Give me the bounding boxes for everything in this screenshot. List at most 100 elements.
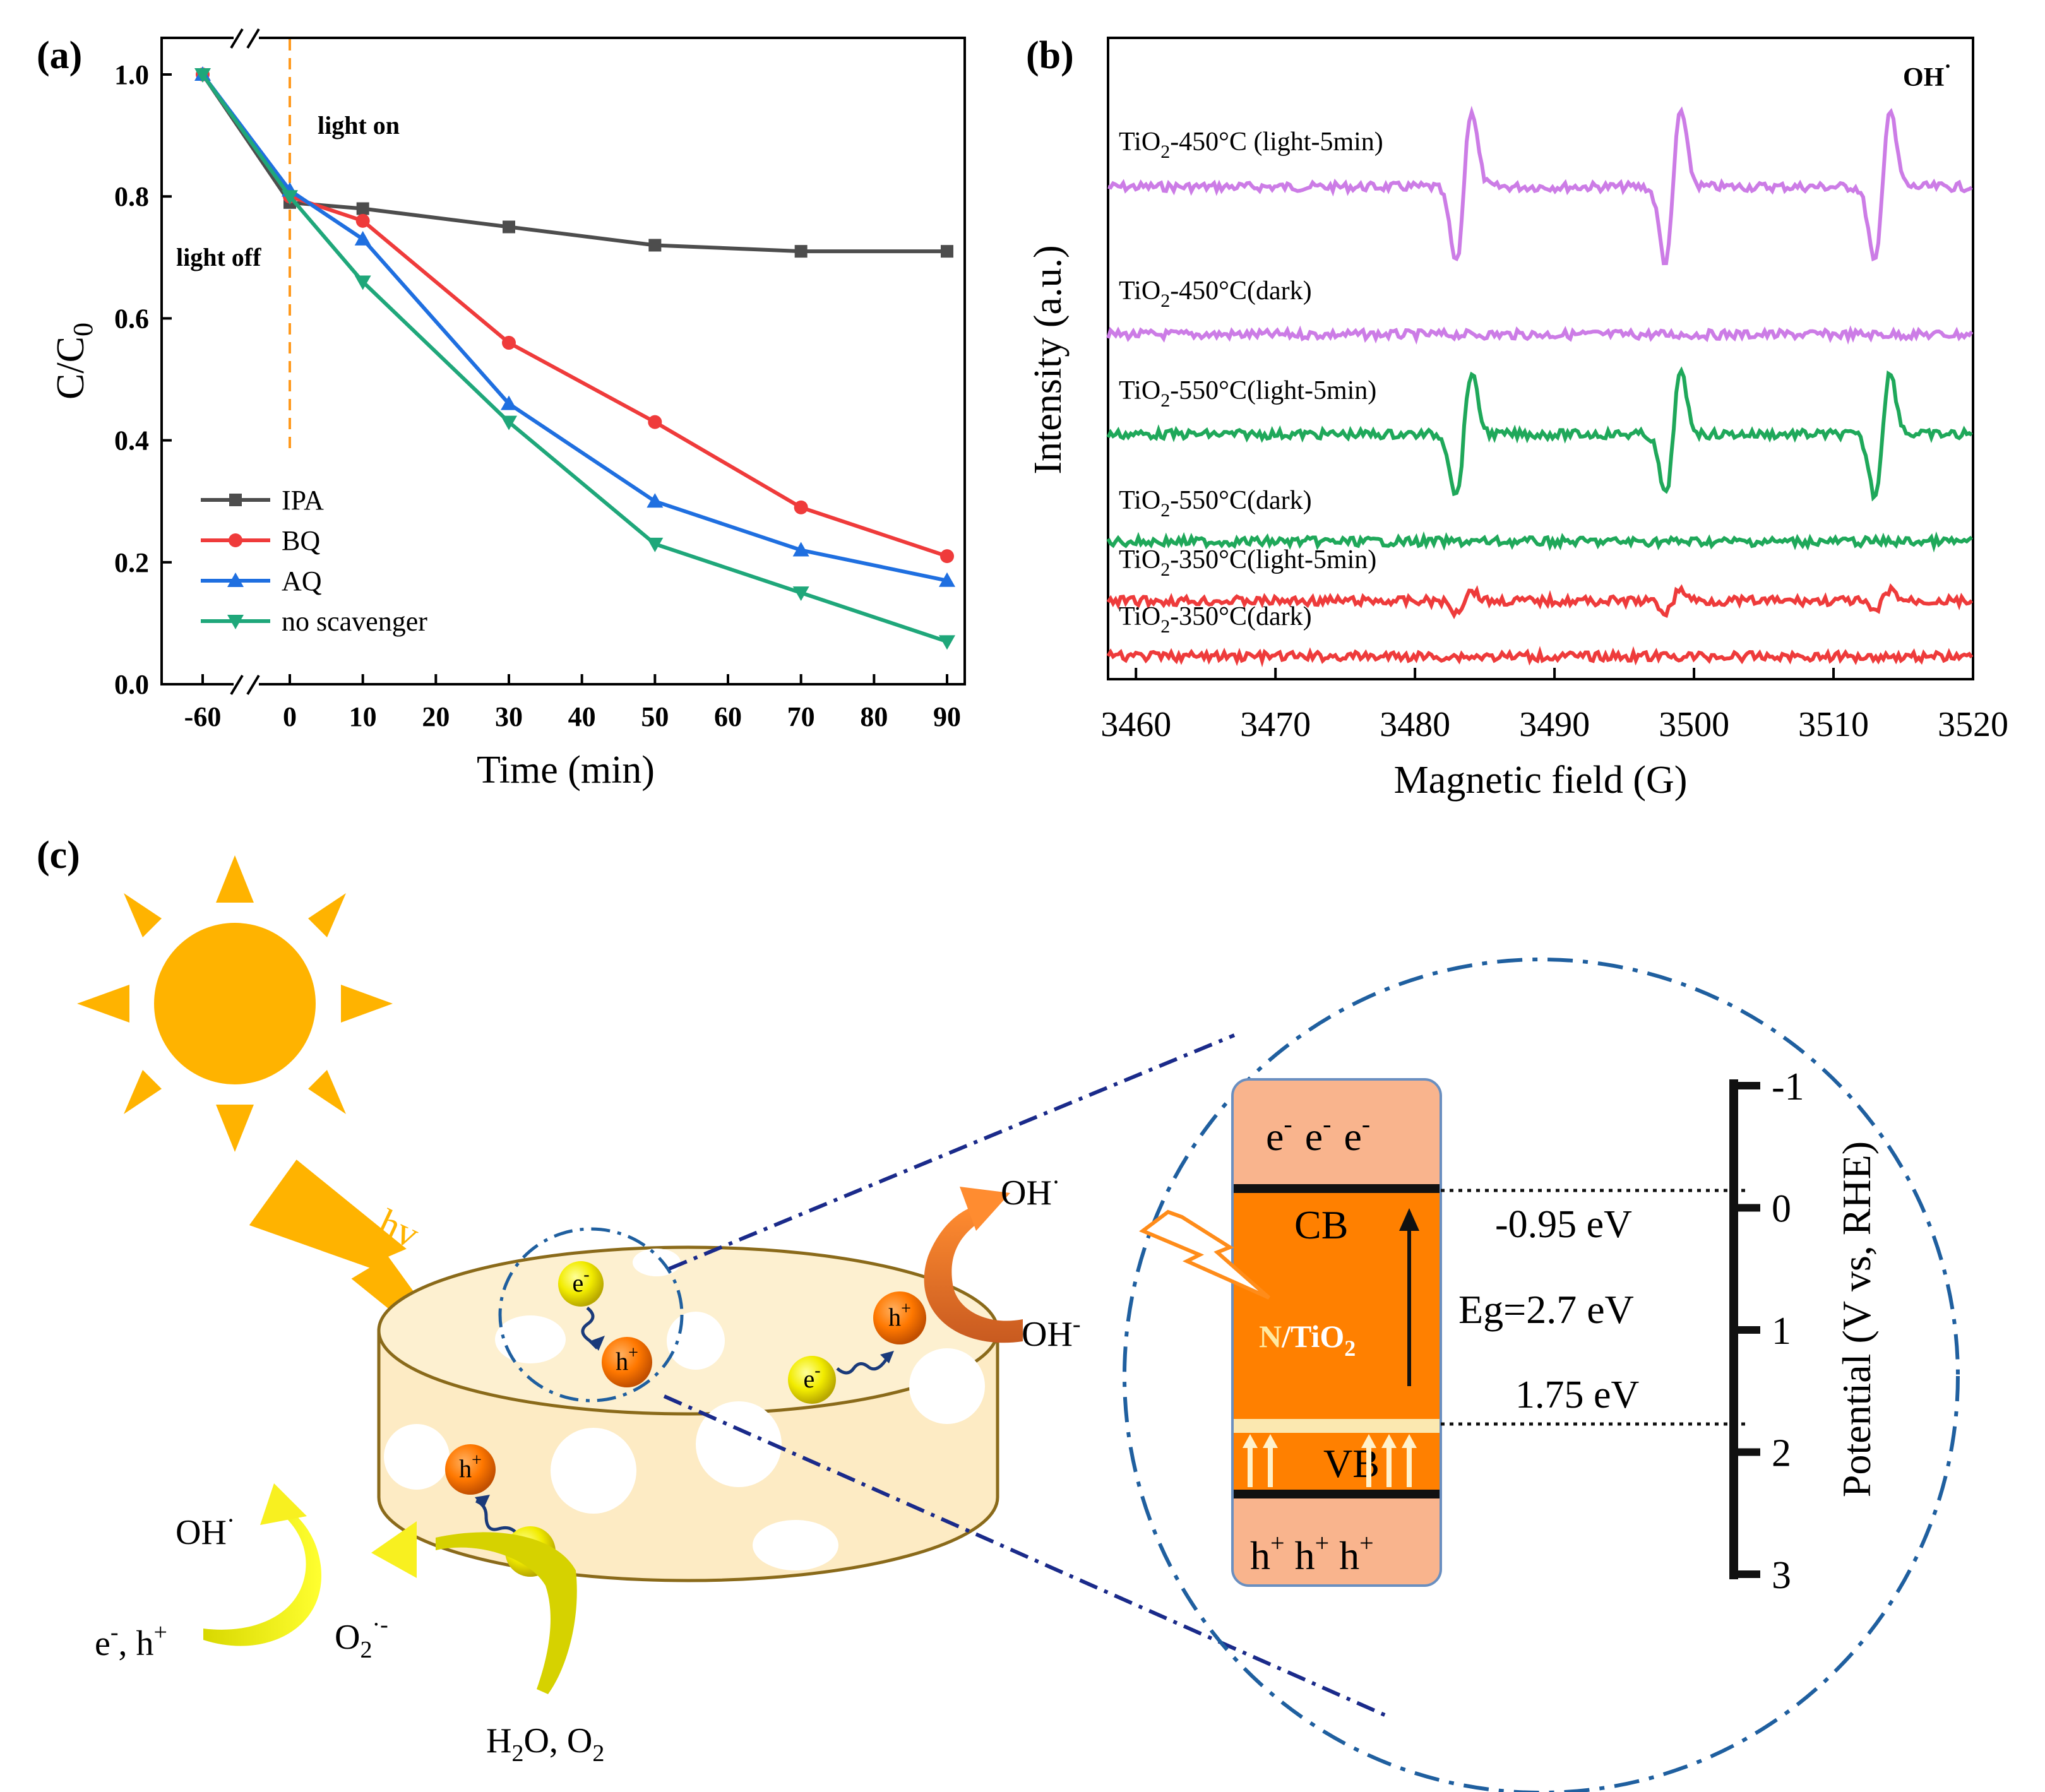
x-tick-label: 70 [787,701,815,732]
zoom-line-bottom [663,1394,1390,1719]
series-IPA [196,68,953,258]
spectrum-line [1106,646,1974,668]
chart-a-ticks: -60 0 10 20 30 40 50 60 70 80 90 0.0 0.2 0.4 0.6 0.8 1.0 [114,59,961,732]
x-tick-label: 0 [283,701,297,732]
spectrum-trace: TiO2-350°C(dark) [1106,602,1974,668]
e-h-label: e-, h+ [95,1619,167,1663]
x-tick-label: 50 [641,701,669,732]
x-tick-label: 3520 [1938,705,2008,744]
axis-break-bottom [230,674,260,696]
chart-b-xlabel: Magnetic field (G) [1394,759,1688,802]
radical-arrow [203,1502,321,1646]
chart-b-ticks: 3460 3470 3480 3490 3500 3510 3520 [1100,668,2008,744]
cb-electrons: e-e-e- [1266,1110,1370,1159]
data-point [355,213,370,228]
cb-energy-label: -0.95 eV [1495,1203,1632,1246]
data-point [194,68,211,83]
transfer-arrow [581,1307,599,1350]
spectrum-trace: TiO2-450°C (light-5min) [1107,105,1973,266]
chart-a: (a) light on light off -60 0 10 20 30 40 50 60 7… [37,28,966,792]
vb-up-arrow-head [1381,1434,1397,1448]
spectrum-trace: TiO2-550°C(dark) [1106,486,1973,553]
data-point [794,500,808,514]
spectrum-line [1106,531,1973,553]
electron-particle: e- [788,1356,836,1404]
series-no_scavenger [194,68,955,650]
data-point [939,572,955,587]
x-tick-label: 20 [422,701,450,732]
x-tick-label: 3470 [1240,705,1311,744]
svg-text:h+: h+ [888,1299,911,1331]
data-point [792,586,809,602]
chart-b-frame [1107,37,1974,680]
y-tick-label: 0.6 [114,303,149,334]
vb-holes: h+ h+ h+ [1250,1529,1374,1578]
chart-a-ylabel-main: C/C [49,336,92,400]
spectrum-line [1106,583,1974,620]
spectrum-line [1107,105,1973,266]
panel-c-label: (c) [37,834,80,877]
chart-b: (b) OH· 3460 3470 3480 3490 3500 3510 3520 TiO… [1026,34,2008,802]
zoom-source-ellipse [498,1227,684,1403]
potential-tick-label: 2 [1772,1432,1791,1475]
hole-particle: h+ [445,1444,496,1495]
hole-particle: h+ [873,1291,926,1344]
data-point [941,245,953,258]
spectrum-line [1106,325,1974,345]
x-tick-label: 90 [933,701,961,732]
x-tick-label: 60 [714,701,742,732]
data-point [794,245,808,258]
spectrum-line [1106,366,1973,502]
spectrum-label: TiO2-450°C(dark) [1119,276,1312,311]
spectrum-label: TiO2-350°C(dark) [1119,602,1312,637]
series-line [201,73,948,558]
x-tick-label: 3490 [1519,705,1590,744]
data-point [282,190,298,205]
schematic-c: (c) hv [37,834,1960,1792]
oxidation-arrow [924,1207,1023,1343]
potential-tick-label: -1 [1772,1065,1804,1108]
oh-radical-label: OH· [1001,1168,1060,1213]
excitation-lightning-icon [1139,1209,1270,1300]
spectrum-label: TiO2-450°C (light-5min) [1119,128,1383,162]
chart-a-ylabel-sub: 0 [68,323,98,336]
x-tick-label: 30 [495,701,523,732]
legend-label: IPA [282,485,324,516]
cb-label: CB [1294,1202,1348,1247]
data-point [647,493,664,508]
data-point [502,336,516,350]
spectrum-trace: TiO2-350°C(light-5min) [1106,545,1974,620]
panel-b-label: (b) [1026,34,1074,77]
data-point [356,202,369,215]
legend-label: AQ [282,566,322,596]
x-tick-label: -60 [184,701,222,732]
svg-text:e-: e- [572,1265,589,1297]
data-point [647,537,664,552]
transfer-arrow [836,1356,890,1375]
zoom-circle [1123,958,1960,1792]
data-point [648,239,662,252]
potential-tick-label: 1 [1772,1310,1791,1353]
superoxide-label: O2·- [335,1611,388,1663]
h2o-o2-label: H2O, O2 [486,1721,604,1767]
vb-up-arrow-head [1361,1434,1376,1448]
vb-up-arrow-head [1402,1434,1417,1448]
legend-label: BQ [282,525,320,556]
hole-particle: h+ [602,1337,652,1387]
zoom-line-top [668,1033,1236,1271]
svg-text:h+: h+ [616,1343,638,1375]
legend-label: no scavenger [282,606,427,637]
potential-axis-label: Potential (V vs, RHE) [1834,1141,1879,1497]
axis-break-top [230,28,260,49]
y-tick-label: 0.4 [114,425,149,456]
legend-marker [229,494,242,506]
spectrum-trace: TiO2-550°C(light-5min) [1106,366,1973,502]
data-point [940,549,954,564]
data-point [501,415,517,430]
chart-a-series [194,66,955,650]
x-tick-label: 3500 [1659,705,1729,744]
light-off-label: light off [176,243,261,271]
x-tick-label: 3510 [1798,705,1869,744]
light-on-label: light on [318,111,400,139]
